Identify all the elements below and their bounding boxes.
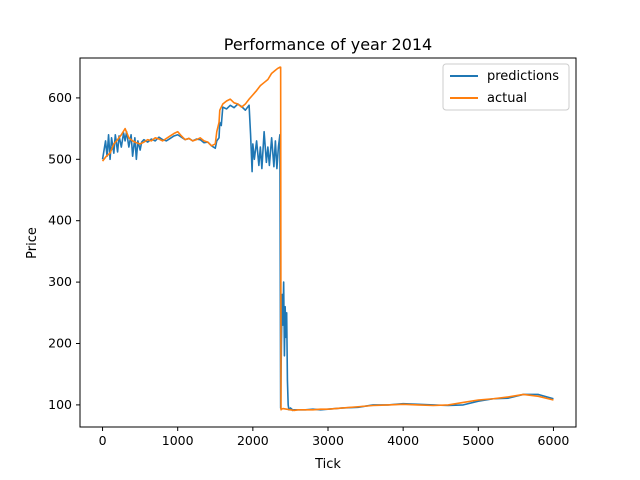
x-axis: 0 1000 2000 3000 4000 5000 6000	[99, 427, 570, 448]
y-tick-label: 300	[48, 274, 72, 289]
y-tick-label: 500	[48, 151, 72, 166]
x-tick-label: 2000	[237, 433, 269, 448]
x-tick-label: 5000	[462, 433, 494, 448]
axes-frame	[79, 57, 577, 428]
y-tick-label: 200	[48, 335, 72, 350]
legend-label-actual: actual	[487, 91, 527, 106]
x-tick-label: 1000	[162, 433, 194, 448]
y-tick-label: 100	[48, 397, 72, 412]
y-tick-label: 600	[48, 90, 72, 105]
series-line-actual	[101, 66, 554, 412]
y-axis-label: Price	[25, 227, 40, 259]
chart-title: Performance of year 2014	[224, 35, 432, 54]
legend-label-predictions: predictions	[487, 69, 559, 84]
plot-area	[101, 66, 554, 412]
legend: predictions actual	[442, 63, 570, 111]
x-tick-label: 6000	[538, 433, 570, 448]
x-tick-label: 3000	[312, 433, 344, 448]
x-tick-label: 4000	[387, 433, 419, 448]
x-tick-label: 0	[99, 433, 107, 448]
x-axis-label: Tick	[314, 457, 341, 472]
y-tick-label: 400	[48, 213, 72, 228]
y-axis: 100 200 300 400 500 600	[48, 90, 80, 412]
